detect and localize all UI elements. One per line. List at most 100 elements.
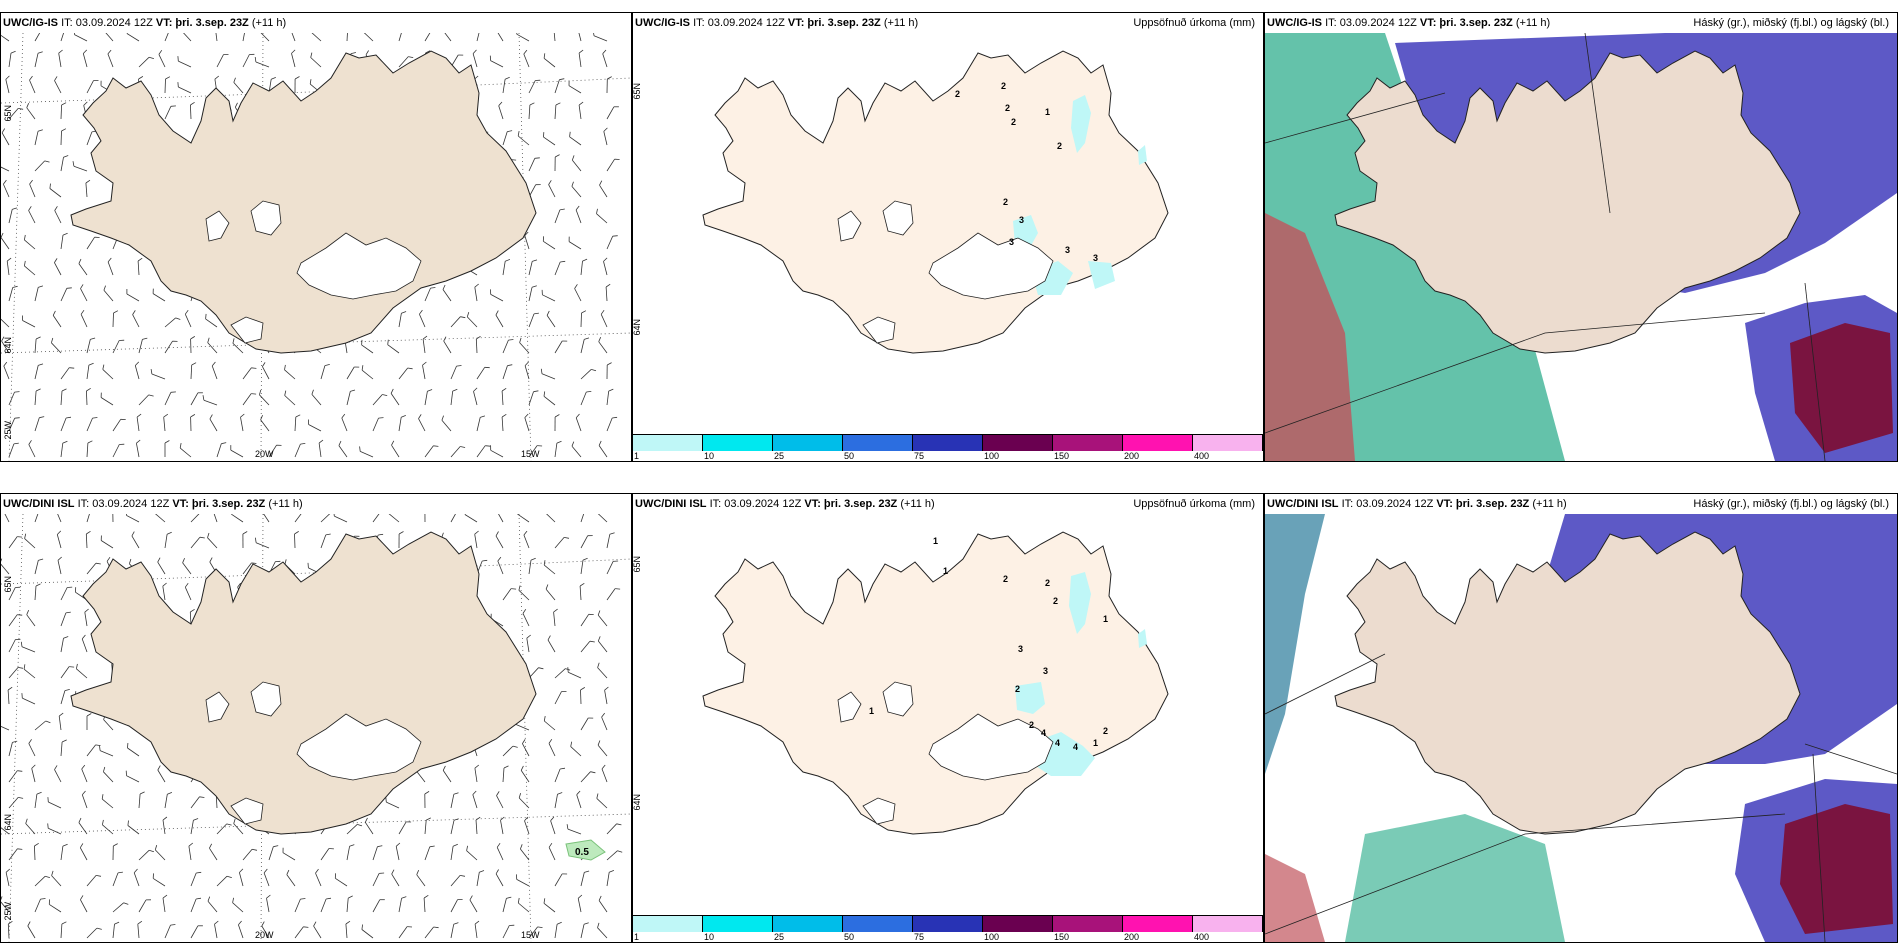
wind-barb bbox=[49, 188, 62, 198]
wind-barb bbox=[450, 924, 455, 939]
wind-barb-flag bbox=[522, 608, 527, 614]
wind-barb bbox=[60, 367, 70, 380]
wind-barb bbox=[517, 135, 530, 146]
colorbar-tick: 1 bbox=[634, 932, 640, 942]
lon-label-15: 15W bbox=[521, 930, 540, 940]
wind-barb bbox=[528, 287, 533, 302]
wind-barb-flag bbox=[26, 609, 30, 615]
wind-barb-flag bbox=[338, 440, 342, 446]
wind-barb-flag bbox=[25, 818, 28, 824]
wind-barb bbox=[606, 850, 618, 861]
wind-barb-flag bbox=[107, 257, 112, 263]
wind-barb-flag bbox=[378, 533, 384, 536]
wind-barb bbox=[554, 261, 561, 276]
contour-label: 0.5 bbox=[575, 847, 589, 858]
wind-barb-flag bbox=[226, 875, 232, 878]
wind-barb-flag bbox=[453, 818, 459, 821]
model-name: UWC/DINI ISL bbox=[1267, 498, 1339, 510]
wind-barb bbox=[579, 585, 582, 601]
colorbar-swatch bbox=[633, 435, 703, 451]
wind-barb bbox=[164, 340, 173, 354]
wind-barb bbox=[476, 445, 486, 458]
wind-barb bbox=[528, 261, 533, 276]
cloud-boundaries bbox=[1265, 653, 1897, 942]
wind-barb-flag bbox=[259, 389, 262, 395]
wind-barb bbox=[54, 262, 62, 276]
wind-barb bbox=[5, 872, 10, 887]
wind-barb bbox=[554, 873, 563, 887]
wind-barb-flag bbox=[136, 439, 141, 444]
wind-barb bbox=[391, 444, 400, 458]
wind-barb bbox=[126, 775, 140, 783]
wind-barb-flag bbox=[190, 414, 196, 418]
wind-barb-flag bbox=[520, 844, 523, 850]
wind-barb-flag bbox=[364, 817, 368, 823]
wind-barb bbox=[84, 612, 88, 627]
wind-barb bbox=[495, 314, 504, 328]
wind-barb bbox=[29, 183, 36, 198]
wind-barb bbox=[346, 366, 355, 380]
wind-barb-flag bbox=[54, 765, 58, 770]
wind-barb bbox=[164, 534, 168, 549]
wind-barb bbox=[4, 514, 10, 523]
valid-time: VT: þri. 3.sep. 23Z bbox=[1436, 498, 1530, 510]
wind-barb-flag bbox=[252, 848, 258, 851]
wind-barb bbox=[606, 236, 614, 250]
wind-barb-flag bbox=[433, 926, 439, 929]
wind-barb bbox=[34, 560, 39, 575]
wind-barb bbox=[178, 60, 192, 68]
wind-barb bbox=[424, 445, 434, 458]
wind-barb bbox=[164, 392, 172, 406]
wind-barb-flag bbox=[452, 388, 458, 392]
wind-barb-flag bbox=[350, 52, 356, 54]
wind-barb-flag bbox=[609, 870, 615, 873]
wind-barb bbox=[580, 872, 585, 887]
wind-barb-flag bbox=[422, 361, 427, 366]
wind-barb bbox=[215, 33, 218, 42]
precip-value-label: 3 bbox=[1065, 245, 1070, 255]
wind-barb bbox=[320, 534, 327, 549]
wind-barb bbox=[8, 53, 12, 68]
wind-barb-flag bbox=[284, 364, 286, 370]
wind-barb bbox=[34, 365, 39, 380]
wind-barb-flag bbox=[49, 183, 51, 189]
wind-barb-flag bbox=[361, 365, 364, 371]
precip-value-label: 2 bbox=[1001, 81, 1006, 91]
colorbar-swatch bbox=[1193, 435, 1263, 451]
precip-value-label: 1 bbox=[1045, 107, 1050, 117]
wind-barb bbox=[580, 717, 589, 731]
wind-barb-flag bbox=[313, 921, 317, 927]
init-time: IT: 03.09.2024 12Z bbox=[693, 17, 785, 29]
precip-value-label: 3 bbox=[1018, 644, 1023, 654]
wind-barb-flag bbox=[543, 898, 546, 904]
wind-barb bbox=[450, 514, 456, 523]
wind-barb bbox=[138, 850, 150, 861]
wind-barb-flag bbox=[271, 77, 276, 80]
wind-barb-flag bbox=[162, 816, 168, 821]
wind-barb bbox=[103, 290, 114, 302]
wind-barb bbox=[603, 261, 608, 276]
wind-barb bbox=[34, 876, 46, 887]
wind-barb bbox=[207, 342, 218, 354]
wind-barb bbox=[554, 924, 558, 939]
wind-barb-flag bbox=[150, 369, 153, 375]
wind-barb bbox=[60, 846, 64, 861]
wind-barb bbox=[24, 239, 36, 250]
wind-barb bbox=[1, 318, 10, 328]
wind-barb-flag bbox=[564, 537, 570, 539]
wind-barb bbox=[203, 399, 218, 406]
wind-barb-flag bbox=[291, 49, 296, 54]
wind-barb-flag bbox=[349, 844, 355, 847]
precip-value-label: 1 bbox=[1103, 614, 1108, 624]
precip-colorbar bbox=[633, 915, 1263, 932]
wind-barb-flag bbox=[286, 869, 290, 875]
wind-barb-flag bbox=[148, 56, 155, 59]
wind-barb-flag bbox=[524, 816, 529, 822]
wind-barb-flag bbox=[52, 310, 56, 316]
wind-barb bbox=[502, 339, 509, 354]
wind-barb bbox=[294, 533, 296, 549]
wind-barb-flag bbox=[589, 640, 595, 643]
wind-barb bbox=[294, 416, 297, 432]
wind-barb-flag bbox=[532, 259, 538, 262]
